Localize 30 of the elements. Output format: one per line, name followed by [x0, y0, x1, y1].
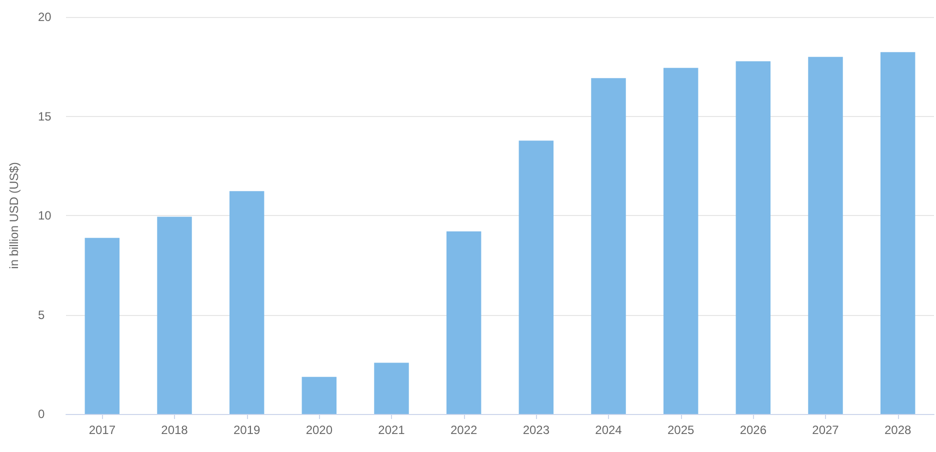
- y-axis-title: in billion USD (US$): [7, 162, 21, 269]
- bar: [446, 231, 482, 414]
- x-tick-label: 2027: [812, 423, 840, 437]
- x-tick-label: 2026: [740, 423, 767, 437]
- bar: [302, 376, 337, 414]
- x-tick-label: 2024: [595, 423, 622, 437]
- x-tick-label: 2021: [378, 423, 406, 437]
- bar: [736, 61, 771, 414]
- y-tick-label: 5: [38, 308, 45, 322]
- bar: [374, 362, 409, 414]
- bar: [229, 191, 264, 414]
- x-tick-label: 2018: [161, 423, 188, 437]
- x-tick-label: 2019: [233, 423, 261, 437]
- y-tick-label: 0: [38, 407, 45, 421]
- x-tick-label: 2017: [88, 423, 116, 437]
- y-tick-label: 10: [38, 208, 52, 222]
- bar: [808, 56, 843, 414]
- x-tick-label: 2020: [306, 423, 333, 437]
- x-tick-label: 2025: [667, 423, 695, 437]
- y-tick-label: 15: [38, 109, 52, 124]
- y-tick-label: 20: [38, 10, 52, 24]
- x-tick-label: 2022: [450, 423, 478, 437]
- bar: [663, 68, 698, 414]
- bar: [591, 78, 626, 414]
- x-tick-label: 2028: [884, 423, 912, 437]
- x-tick-label: 2023: [522, 423, 550, 437]
- bar: [880, 52, 916, 414]
- bar: [157, 216, 192, 414]
- bar: [518, 140, 554, 414]
- bar: [84, 238, 120, 414]
